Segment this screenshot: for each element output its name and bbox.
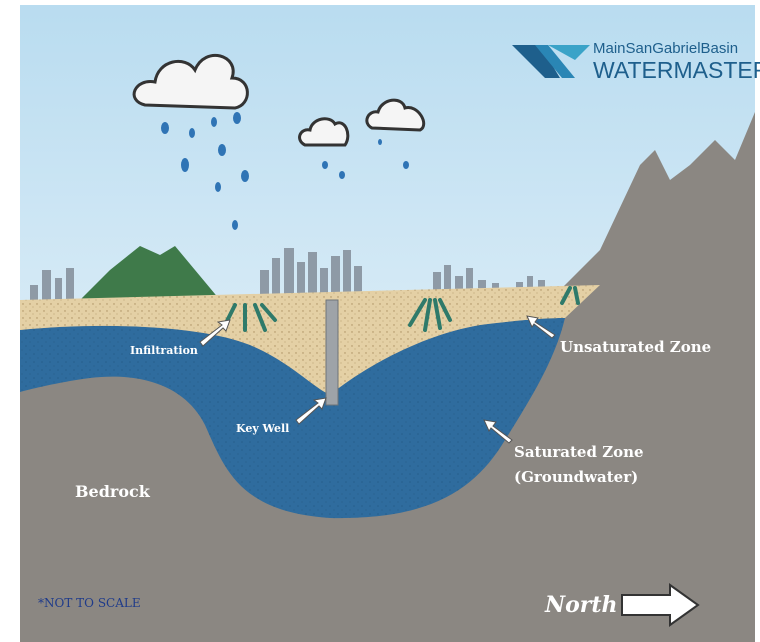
logo-mark <box>512 45 590 78</box>
logo-line1: MainSanGabrielBasin <box>593 40 738 57</box>
rain <box>161 112 409 230</box>
saturated-texture <box>20 318 565 519</box>
soil-texture <box>20 285 600 395</box>
logo-line2: WATERMASTER <box>593 57 760 83</box>
infiltration-arrows <box>223 286 580 332</box>
note: *NOT TO SCALE <box>38 596 141 610</box>
label-key-well: Key Well <box>236 422 289 435</box>
clouds <box>132 53 426 147</box>
label-infiltration: Infiltration <box>130 344 198 357</box>
key-well <box>325 299 339 406</box>
hill <box>80 246 220 300</box>
compass-arrow <box>621 583 700 627</box>
label-groundwater: (Groundwater) <box>514 468 638 486</box>
label-bedrock: Bedrock <box>75 482 151 501</box>
label-unsaturated: Unsaturated Zone <box>560 338 711 356</box>
compass-label: North <box>544 592 618 618</box>
mountain <box>540 112 755 642</box>
pointers <box>199 315 556 444</box>
label-saturated: Saturated Zone <box>514 443 644 461</box>
